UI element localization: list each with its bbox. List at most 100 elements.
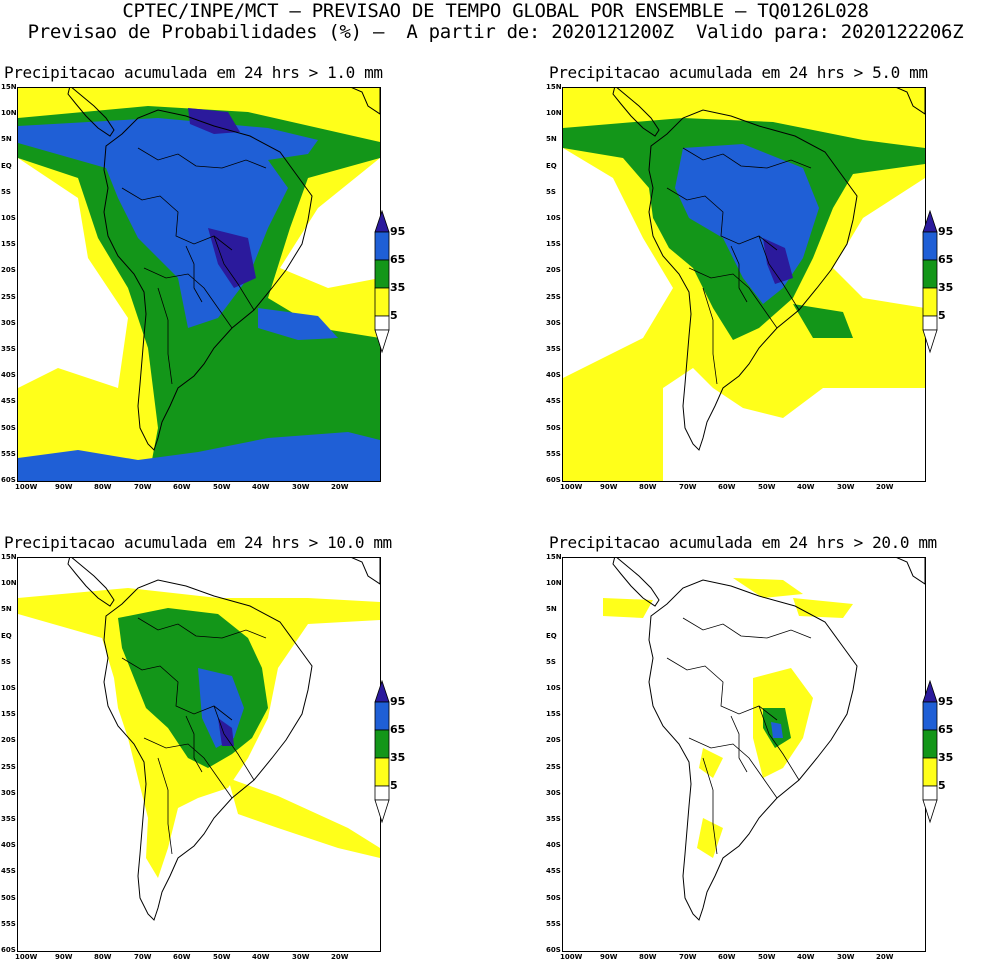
colorbar-level-label: 65 xyxy=(390,723,406,736)
coastline xyxy=(103,579,313,921)
colorbar-level-label: 95 xyxy=(938,225,954,238)
colorbar-level-label: 5 xyxy=(390,309,398,322)
probability-area xyxy=(771,722,783,738)
lat-label: 15S xyxy=(546,240,561,248)
colorbar-legend: 95 65 35 5 xyxy=(920,210,980,360)
lon-label: 20W xyxy=(331,953,349,961)
country-border xyxy=(688,267,778,329)
lat-label: 15N xyxy=(546,553,562,561)
coastline xyxy=(896,88,925,115)
lat-label: 55S xyxy=(1,920,16,928)
lat-label: 55S xyxy=(546,450,561,458)
lat-label: 30S xyxy=(546,789,561,797)
probability-area xyxy=(198,668,244,748)
coastline xyxy=(612,88,660,137)
lat-label: EQ xyxy=(1,162,12,170)
lat-label: 40S xyxy=(1,371,16,379)
country-border xyxy=(682,147,812,169)
lon-label: 40W xyxy=(797,483,815,491)
lat-label: 10S xyxy=(546,684,561,692)
lat-label: 20S xyxy=(1,266,16,274)
lon-label: 60W xyxy=(718,483,736,491)
lat-label: 40S xyxy=(1,841,16,849)
lat-label: 20S xyxy=(546,736,561,744)
lat-label: 55S xyxy=(1,450,16,458)
lon-label: 80W xyxy=(94,953,112,961)
lon-label: 60W xyxy=(173,953,191,961)
lat-label: 60S xyxy=(546,476,561,484)
lat-label: 10N xyxy=(1,109,17,117)
lat-label: 10S xyxy=(1,684,16,692)
lat-label: 5S xyxy=(546,658,556,666)
colorbar-level-label: 5 xyxy=(938,779,946,792)
lon-label: 50W xyxy=(213,953,231,961)
lon-label: 90W xyxy=(55,953,73,961)
probability-area xyxy=(793,598,853,618)
main-title: CPTEC/INPE/MCT – PREVISAO DE TEMPO GLOBA… xyxy=(122,0,869,22)
lat-label: 15S xyxy=(1,710,16,718)
lon-label: 90W xyxy=(600,483,618,491)
lon-label: 50W xyxy=(758,953,776,961)
country-border xyxy=(213,235,255,311)
lat-label: 45S xyxy=(546,397,561,405)
colorbar-level-label: 65 xyxy=(390,253,406,266)
lon-label: 100W xyxy=(15,483,38,491)
probability-area xyxy=(258,308,338,340)
lat-label: 5S xyxy=(1,658,11,666)
lat-label: EQ xyxy=(546,632,557,640)
lat-label: 35S xyxy=(1,345,16,353)
lon-label: 40W xyxy=(252,483,270,491)
country-border xyxy=(730,715,748,773)
lat-label: 25S xyxy=(546,293,561,301)
probability-area xyxy=(793,304,853,338)
coastline xyxy=(351,88,380,115)
lon-label: 80W xyxy=(94,483,112,491)
lat-label: 25S xyxy=(1,293,16,301)
country-border xyxy=(666,657,778,721)
lon-label: 90W xyxy=(600,953,618,961)
lon-label: 30W xyxy=(292,953,310,961)
lat-label: 15S xyxy=(546,710,561,718)
lat-label: 10N xyxy=(546,579,562,587)
lat-label: 30S xyxy=(1,319,16,327)
probability-map xyxy=(562,87,926,482)
lat-label: 25S xyxy=(1,763,16,771)
lat-label: 15N xyxy=(1,553,17,561)
lat-label: 15N xyxy=(546,83,562,91)
lon-label: 100W xyxy=(560,483,583,491)
country-border xyxy=(137,617,267,639)
main-subtitle: Previsao de Probabilidades (%) – A parti… xyxy=(27,21,964,43)
lat-label: 35S xyxy=(546,345,561,353)
lat-label: EQ xyxy=(546,162,557,170)
probability-map xyxy=(17,87,381,482)
colorbar-level-label: 95 xyxy=(390,695,406,708)
colorbar-level-label: 65 xyxy=(938,723,954,736)
lat-label: 10N xyxy=(1,579,17,587)
country-border xyxy=(688,737,778,799)
country-border xyxy=(758,705,800,781)
lat-label: 45S xyxy=(546,867,561,875)
panel-title: Precipitacao acumulada em 24 hrs > 20.0 … xyxy=(549,533,937,552)
lat-label: 20S xyxy=(546,266,561,274)
coastline xyxy=(351,558,380,585)
lon-label: 20W xyxy=(876,483,894,491)
lat-label: 45S xyxy=(1,397,16,405)
country-border xyxy=(702,287,718,385)
lon-label: 70W xyxy=(679,953,697,961)
lon-label: 50W xyxy=(213,483,231,491)
lat-label: 15S xyxy=(1,240,16,248)
country-border xyxy=(137,147,267,169)
country-border xyxy=(682,617,812,639)
panel-title: Precipitacao acumulada em 24 hrs > 5.0 m… xyxy=(549,63,928,82)
lat-label: 10S xyxy=(1,214,16,222)
lat-label: 30S xyxy=(546,319,561,327)
country-border xyxy=(758,235,800,311)
country-border xyxy=(213,705,255,781)
coastline xyxy=(67,88,115,137)
colorbar-level-label: 35 xyxy=(938,751,954,764)
country-border xyxy=(666,187,778,251)
country-border xyxy=(730,245,748,303)
colorbar-level-label: 5 xyxy=(390,779,398,792)
country-border xyxy=(143,267,233,329)
country-border xyxy=(121,657,233,721)
